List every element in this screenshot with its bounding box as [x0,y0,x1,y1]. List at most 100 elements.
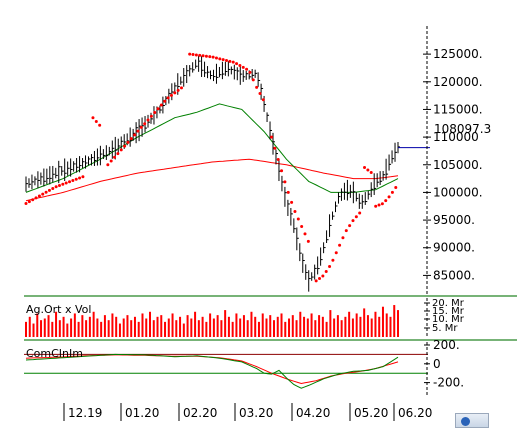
volume-bar [366,315,369,337]
sar-dot [109,159,113,163]
sar-dot [276,158,280,162]
sar-dot [198,53,202,57]
sar-dot [363,166,367,170]
volume-y-tick-label: 5. Mr [432,323,458,334]
sar-dot [173,91,177,95]
sar-dot [303,232,307,236]
sar-dot [136,129,140,133]
volume-bar [133,316,136,337]
oscillator-y-tick-label: -200. [433,376,464,390]
sar-dot [153,110,157,114]
volume-bar [51,321,54,337]
volume-y-tick-label: 10. Mr [432,314,465,325]
volume-bar [175,320,178,337]
sar-dot [98,123,102,127]
volume-bar [284,321,287,337]
volume-bar [40,320,43,337]
sar-dot [280,169,284,173]
sar-dot [129,137,133,141]
price-y-axis: 85000. 90000. 95000. 100000. 105000. 110000 11… [423,26,483,294]
volume-bar [107,320,110,337]
app-globe-icon[interactable] [455,413,489,428]
volume-bar [111,313,114,337]
sar-dot [394,185,398,189]
sar-dot [231,60,235,64]
sar-dot [169,93,173,97]
sar-dot [324,270,328,274]
sar-dot [211,55,215,59]
volume-bar [55,311,58,337]
sar-dot [366,168,370,172]
sar-dot [374,204,378,208]
oscillator-levels [24,353,428,374]
volume-bar [389,316,392,337]
volume-y-tick-label: 20. Mr [432,298,465,309]
volume-bar [265,318,268,337]
volume-bar [186,315,189,337]
sar-dot [159,103,163,107]
volume-bar [321,316,324,337]
price-y-tick-label: 115000. [433,102,483,116]
sar-dot [81,175,85,179]
volume-bar [227,316,230,337]
price-y-tick-label: 90000. [433,241,475,255]
price-y-tick-label: 100000. [433,185,483,199]
sar-dot [64,181,68,185]
sar-dot [149,114,153,118]
last-value-box [428,121,517,136]
sar-dot [241,65,245,69]
sar-dot [47,188,51,192]
volume-bar [310,313,313,337]
x-tick-label: 05.20 [354,406,388,420]
sar-dot [338,243,342,247]
volume-bar [212,318,215,337]
sar-dot [78,176,82,180]
sar-dot [194,53,198,57]
sar-dot [354,215,358,219]
sar-dot [146,118,150,122]
oscillator-label: ComCInIm [26,347,83,360]
volume-bar [276,316,279,337]
sar-dot [238,64,242,68]
volume-bar [273,320,275,337]
x-tick-label: 04.20 [296,406,330,420]
sar-dot [204,54,208,58]
sar-dot [380,202,384,206]
sar-dot [384,199,388,203]
ma-short-series [25,103,399,193]
oscillator-y-tick-label: 0 [433,357,441,371]
volume-bar [141,313,144,337]
sar-dot [24,201,28,205]
sar-dot [290,200,294,204]
sar-dot [300,224,304,228]
volume-bar [246,320,249,337]
volume-bar [85,320,88,337]
volume-bar [397,310,399,337]
volume-bar [351,318,354,337]
volume-bar [239,318,242,337]
volume-bar [164,321,167,337]
sar-dot [27,200,31,204]
price-y-tick-label: 105000. [433,158,483,172]
sar-dot [387,195,391,199]
sar-dot [116,152,120,156]
volume-bar [280,313,283,337]
sar-dot [306,239,310,243]
sar-dot [286,190,290,194]
volume-bar [242,315,245,337]
sar-dot [314,279,318,283]
sar-dot [51,187,55,191]
volume-bar [179,316,182,337]
sar-dot [328,265,332,269]
sar-dot [166,96,170,100]
sar-dot [74,177,78,181]
volume-bar [28,316,31,337]
volume-bar [291,315,294,337]
price-y-tick-label: 120000. [433,75,483,89]
sar-dot [251,78,255,82]
sar-dot [163,99,167,103]
sar-dot [235,62,239,66]
volume-bar [62,316,65,337]
